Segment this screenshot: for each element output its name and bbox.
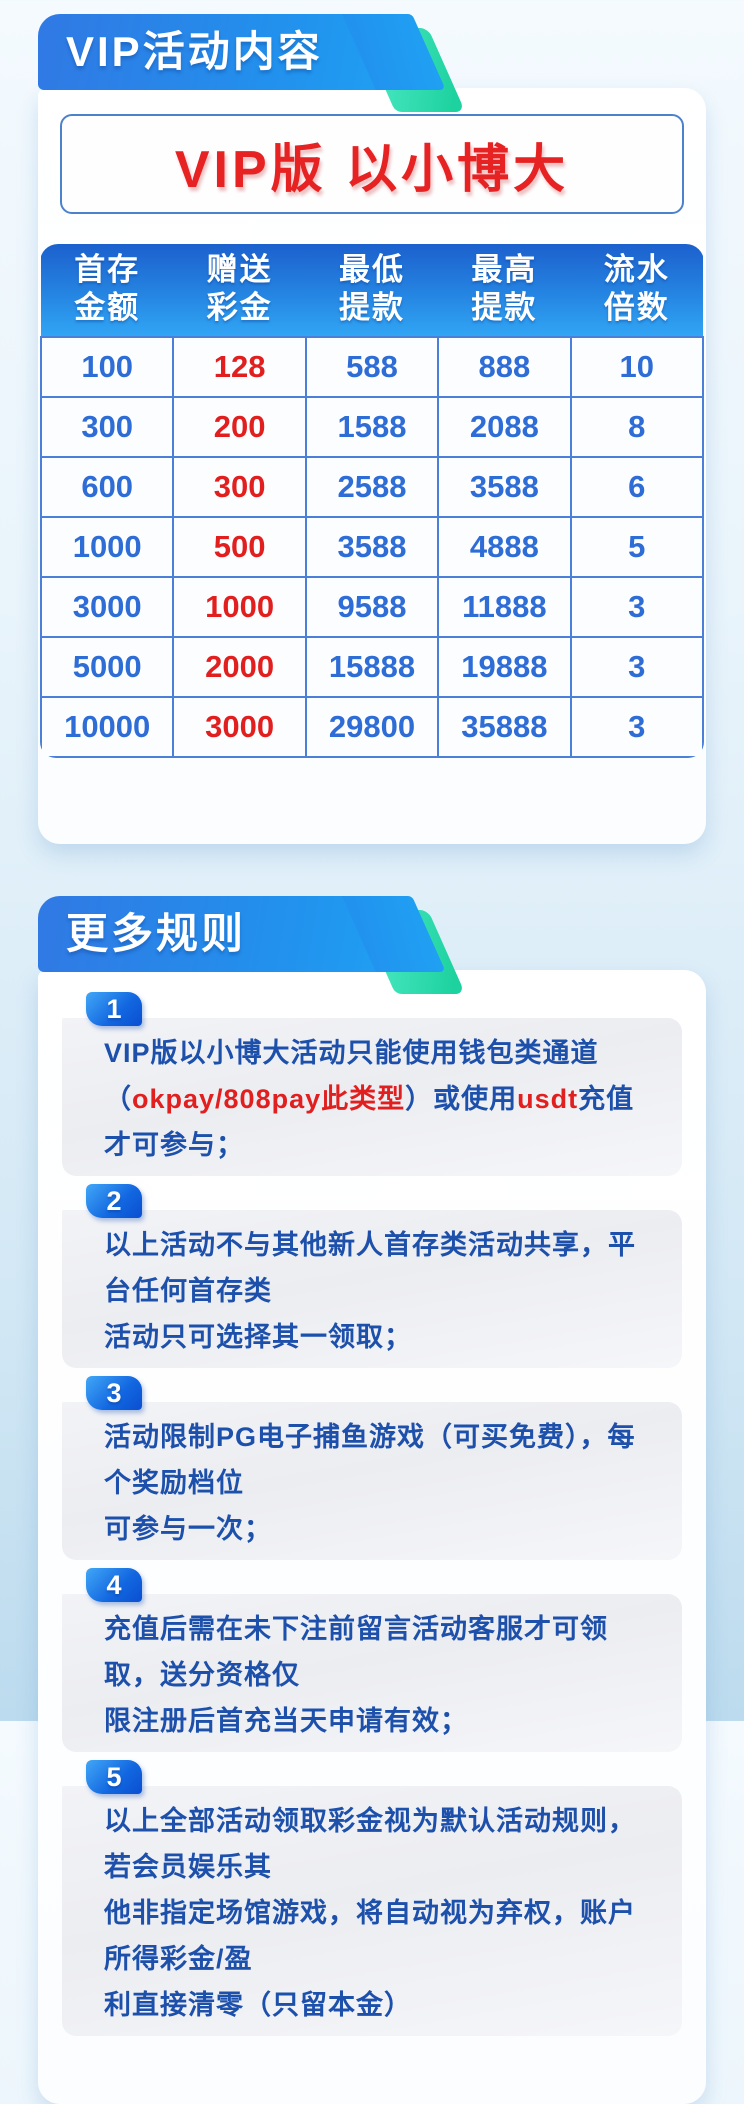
table-cell: 10 [569, 336, 704, 398]
table-cell: 3 [569, 636, 704, 698]
rule-number-badge: 2 [86, 1184, 142, 1218]
table-cell: 3588 [437, 456, 572, 518]
table-cell: 2588 [304, 456, 440, 518]
promo-section: VIP活动内容 VIP版 以小博大 首存 金额 赠送 彩金 最低 提款 最高 提… [0, 0, 744, 844]
table-cell-bonus: 128 [172, 336, 307, 398]
rule-text-line: （okpay/808pay此类型）或使用usdt充值才可参与； [104, 1084, 635, 1160]
table-cell: 5000 [40, 636, 175, 698]
table-cell-bonus: 300 [172, 456, 307, 518]
promo-card: VIP版 以小博大 首存 金额 赠送 彩金 最低 提款 最高 提款 流水 倍数 … [38, 88, 706, 844]
table-row: 5000 2000 15888 19888 3 [40, 636, 704, 698]
rules-section: 更多规则 1 VIP版以小博大活动只能使用钱包类通道 （okpay/808pay… [0, 896, 744, 2104]
rule-text: 活动限制PG电子捕鱼游戏（可买免费），每个奖励档位 可参与一次； [62, 1402, 682, 1560]
table-cell: 3000 [40, 576, 175, 638]
rule-text-line: 活动限制PG电子捕鱼游戏（可买免费），每个奖励档位 [104, 1422, 636, 1498]
rules-banner: 更多规则 [38, 896, 498, 994]
slogan-text: VIP版 以小博大 [174, 140, 570, 199]
rule-number-badge: 1 [86, 992, 142, 1026]
rule-text: 以上活动不与其他新人首存类活动共享，平台任何首存类 活动只可选择其一领取； [62, 1210, 682, 1368]
table-cell: 29800 [304, 696, 440, 758]
rule-text-line: 可参与一次； [104, 1514, 272, 1544]
table-cell-bonus: 500 [172, 516, 307, 578]
rules-banner-title: 更多规则 [66, 910, 247, 957]
table-cell: 3588 [304, 516, 440, 578]
banner-ribbon [38, 14, 406, 90]
table-cell: 1000 [40, 516, 175, 578]
rule-text-line: 以上活动不与其他新人首存类活动共享，平台任何首存类 [104, 1230, 636, 1306]
table-row: 600 300 2588 3588 6 [40, 456, 704, 518]
table-cell-bonus: 3000 [172, 696, 307, 758]
table-cell: 11888 [437, 576, 572, 638]
table-cell: 19888 [437, 636, 572, 698]
slogan-box: VIP版 以小博大 [60, 114, 684, 214]
table-cell: 300 [40, 396, 175, 458]
table-cell: 35888 [437, 696, 572, 758]
rule-item: 2 以上活动不与其他新人首存类活动共享，平台任何首存类 活动只可选择其一领取； [62, 1184, 682, 1368]
table-row: 10000 3000 29800 35888 3 [40, 696, 704, 758]
table-cell: 10000 [40, 696, 175, 758]
rule-text: 充值后需在未下注前留言活动客服才可领取，送分资格仅 限注册后首充当天申请有效； [62, 1594, 682, 1752]
table-cell-bonus: 200 [172, 396, 307, 458]
rule-text-line: 活动只可选择其一领取； [104, 1322, 412, 1352]
table-cell: 3 [569, 576, 704, 638]
table-header-row: 首存 金额 赠送 彩金 最低 提款 最高 提款 流水 倍数 [41, 244, 703, 337]
header-turnover: 流水 倍数 [570, 244, 703, 337]
table-cell: 4888 [437, 516, 572, 578]
rule-text-line: 利直接清零（只留本金） [104, 1990, 412, 2020]
table-cell: 8 [569, 396, 704, 458]
rule-number-badge: 4 [86, 1568, 142, 1602]
promo-banner-title: VIP活动内容 [66, 28, 323, 75]
table-cell-bonus: 2000 [172, 636, 307, 698]
table-cell: 1588 [304, 396, 440, 458]
rule-text-line: 限注册后首充当天申请有效； [104, 1706, 468, 1736]
table-row: 1000 500 3588 4888 5 [40, 516, 704, 578]
rule-text: VIP版以小博大活动只能使用钱包类通道 （okpay/808pay此类型）或使用… [62, 1018, 682, 1176]
deposit-bonus-table: 首存 金额 赠送 彩金 最低 提款 最高 提款 流水 倍数 100 128 58… [40, 244, 704, 758]
rule-number-badge: 5 [86, 1760, 142, 1794]
header-max-withdraw: 最高 提款 [438, 244, 571, 337]
header-bonus: 赠送 彩金 [173, 244, 306, 337]
rule-text-line: 他非指定场馆游戏，将自动视为弃权，账户所得彩金/盈 [104, 1898, 636, 1974]
rule-item: 4 充值后需在未下注前留言活动客服才可领取，送分资格仅 限注册后首充当天申请有效… [62, 1568, 682, 1752]
table-row: 3000 1000 9588 11888 3 [40, 576, 704, 638]
rule-number-badge: 3 [86, 1376, 142, 1410]
rule-item: 3 活动限制PG电子捕鱼游戏（可买免费），每个奖励档位 可参与一次； [62, 1376, 682, 1560]
table-cell: 3 [569, 696, 704, 758]
table-cell: 600 [40, 456, 175, 518]
header-min-withdraw: 最低 提款 [305, 244, 439, 337]
rules-card: 1 VIP版以小博大活动只能使用钱包类通道 （okpay/808pay此类型）或… [38, 970, 706, 2104]
rule-text-line: 充值后需在未下注前留言活动客服才可领取，送分资格仅 [104, 1614, 608, 1690]
rule-text-line: VIP版以小博大活动只能使用钱包类通道 [104, 1038, 599, 1068]
table-row: 300 200 1588 2088 8 [40, 396, 704, 458]
banner-ribbon [38, 896, 406, 972]
rule-text: 以上全部活动领取彩金视为默认活动规则，若会员娱乐其 他非指定场馆游戏，将自动视为… [62, 1786, 682, 2036]
table-cell: 5 [569, 516, 704, 578]
header-first-deposit: 首存 金额 [41, 244, 174, 337]
table-cell: 588 [304, 336, 440, 398]
promo-banner: VIP活动内容 [38, 14, 498, 112]
table-cell: 6 [569, 456, 704, 518]
table-row: 100 128 588 888 10 [40, 336, 704, 398]
table-cell-bonus: 1000 [172, 576, 307, 638]
rule-item: 1 VIP版以小博大活动只能使用钱包类通道 （okpay/808pay此类型）或… [62, 992, 682, 1176]
table-cell: 15888 [304, 636, 440, 698]
table-cell: 100 [40, 336, 175, 398]
table-cell: 888 [437, 336, 572, 398]
rule-text-line: 以上全部活动领取彩金视为默认活动规则，若会员娱乐其 [104, 1806, 636, 1882]
rule-item: 5 以上全部活动领取彩金视为默认活动规则，若会员娱乐其 他非指定场馆游戏，将自动… [62, 1760, 682, 2036]
table-cell: 2088 [437, 396, 572, 458]
table-cell: 9588 [304, 576, 440, 638]
